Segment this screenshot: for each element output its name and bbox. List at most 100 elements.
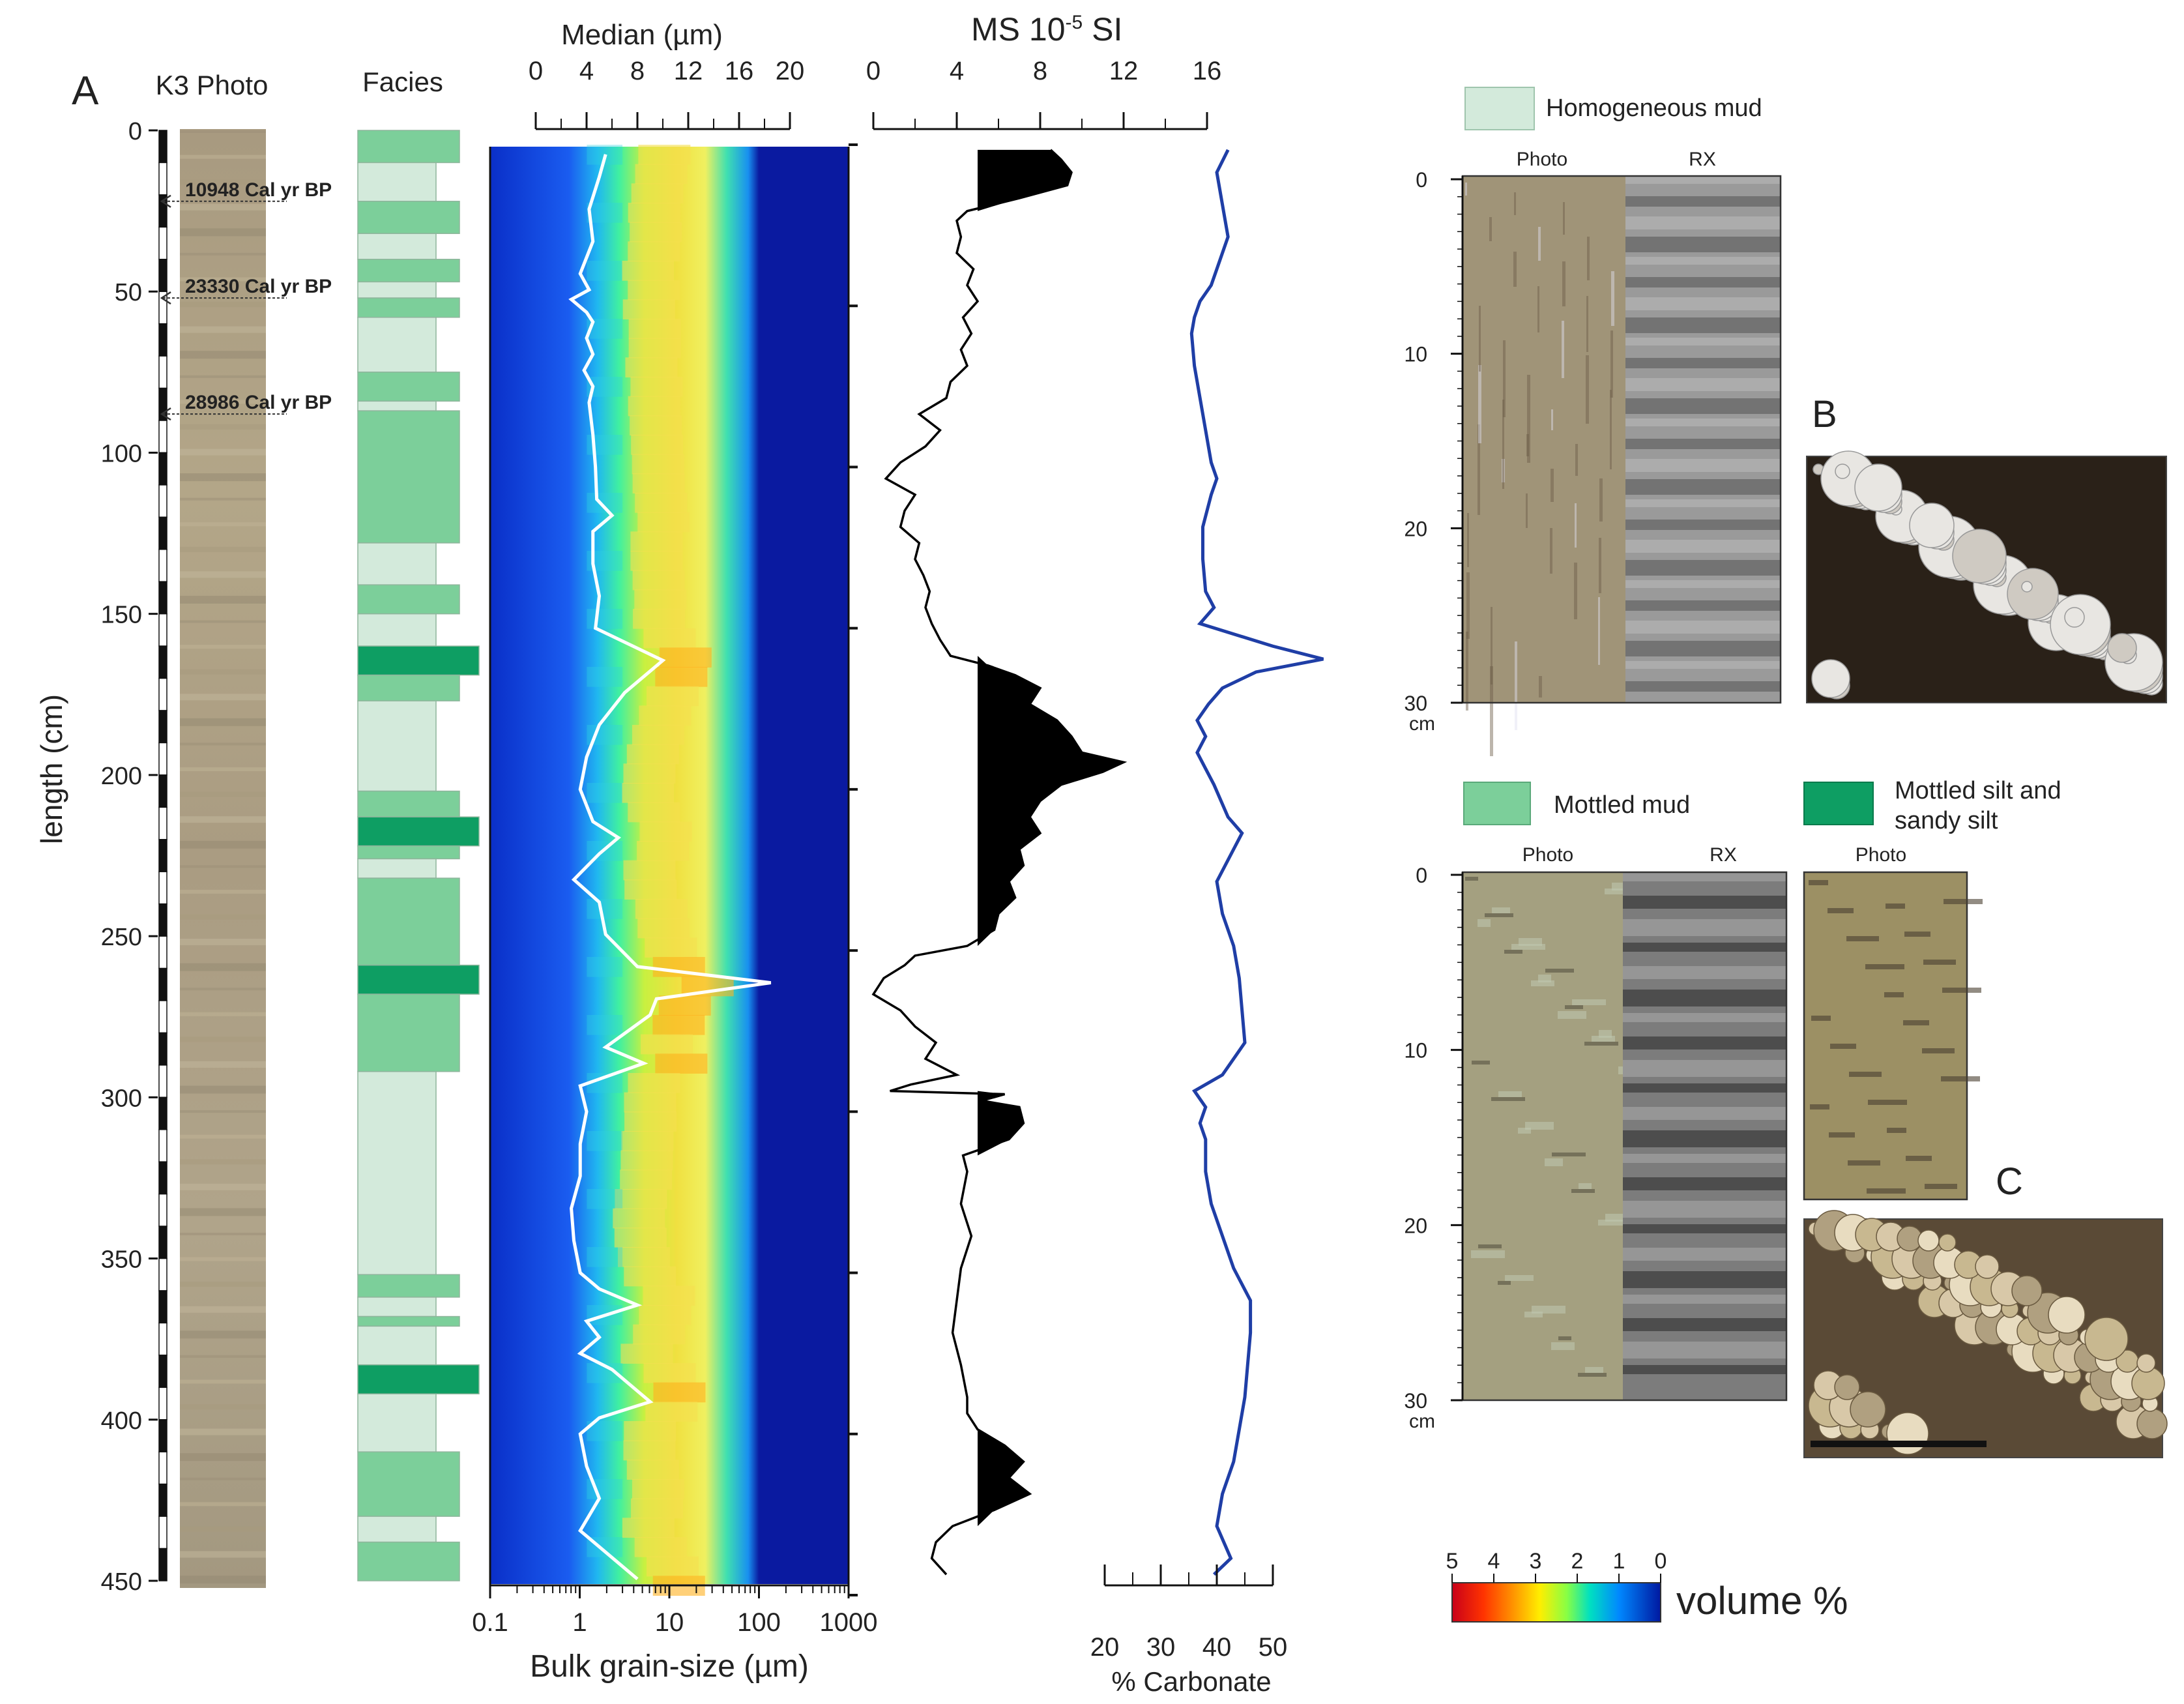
photo-streak [1830,1044,1856,1049]
facies-homogeneous [357,1516,437,1543]
photo-band [180,767,266,772]
heatmap-peak-cell [623,860,676,881]
core-tick-label: 20 [1404,1214,1427,1237]
depth-scale-bar [158,130,167,1581]
depth-tick-label: 150 [101,602,142,629]
carbonate-tick-label: 20 [1090,1633,1120,1662]
photo-streak [1498,1281,1511,1285]
facies-homogeneous [357,233,437,260]
rx-band [1625,419,1781,426]
grain-tick-label: 1000 [820,1608,878,1637]
rx-band [1623,1342,1786,1359]
grain-tick-label: 1 [572,1608,587,1637]
heatmap-peak-cell [655,667,708,687]
carbonate-axis-title: % Carbonate [1111,1666,1271,1697]
legend-label-mottled: Mottled mud [1554,791,1690,819]
heatmap-peak-cell [637,841,690,861]
rx-band [1623,896,1786,909]
shell-icon [2048,1296,2086,1334]
photo-streak [1944,899,1983,904]
heatmap-peak-cell [621,1131,674,1151]
depth-tick-label: 400 [101,1407,142,1435]
photo-band [180,988,266,991]
heatmap-peak-cell [639,1305,692,1325]
photo-streak [1598,1220,1627,1226]
carbonate-tick-label: 50 [1259,1633,1288,1662]
heatmap-peak-cell [659,647,712,668]
rx-band [1625,580,1781,588]
photo-band [180,1061,266,1068]
rx-band [1623,1248,1786,1261]
heatmap-peak-cell [632,1479,684,1499]
heatmap-shoulder-cell [587,1189,623,1209]
photo-streak [1467,513,1469,567]
photo-band [180,1257,266,1261]
depth-tick-labels: 0 50 100 150 200 250 300 350 400 450 [101,118,158,1596]
median-tick-label: 20 [776,57,805,85]
photo-streak [1502,459,1505,482]
rx-band [1625,560,1781,576]
rx-band [1625,317,1781,333]
heatmap-peak-cell [631,435,684,455]
scale-bar-segment [158,130,167,164]
rx-band [1625,499,1781,507]
ms-axis-ticks: 0 4 8 12 16 [866,57,1221,129]
photo-band [180,424,266,430]
heatmap-peak-cell [628,203,680,223]
facies-silt [357,964,480,995]
shell-icon [1917,1229,1940,1252]
photo-streak [1922,1048,1955,1053]
facies-mottled [357,790,460,817]
shell-icon [1854,463,1902,512]
facies-mottled [357,297,460,318]
photo-streak [1551,1342,1575,1350]
rx-band [1625,520,1781,530]
facies-homogeneous [357,858,437,879]
photo-band [180,1134,266,1139]
heatmap-peak-cell [639,821,692,842]
shell-icon [2064,607,2085,628]
core-bottom-photo2-streaks [1809,880,1983,1194]
heatmap-peak-cell [624,1421,677,1441]
scale-bar-segment [158,1290,167,1324]
core-tick-label: 20 [1404,517,1427,540]
scale-bar-segment [158,516,167,550]
photo-band [180,1208,266,1216]
facies-column [357,130,480,1581]
shell-icon [1886,1412,1929,1455]
heatmap-peak-cell [630,377,683,397]
photo-band [180,1282,266,1287]
photo-streak [1579,1183,1592,1189]
heatmap-peak-cell [658,995,711,1016]
facies-homogeneous [357,400,437,411]
heatmap-peak-cell [622,261,675,281]
depth-tick-label: 250 [101,924,142,951]
photo-streak [1545,969,1574,973]
photo-streak [1563,202,1565,235]
photo-streak [1611,271,1614,326]
rx-band [1625,398,1781,414]
rx-band [1623,966,1786,979]
heatmap-rows [587,145,734,1596]
rx-band [1623,1365,1786,1374]
facies-mottled [357,201,460,234]
colorbar-tick-label: 2 [1571,1549,1584,1574]
photo-band [180,1502,266,1506]
core-top-rx-bands [1625,176,1781,692]
photo-band [180,645,266,649]
photo-streak [1465,877,1478,881]
heatmap-depth-ticks [849,143,858,1596]
photo-streak [1903,1020,1929,1025]
heatmap-peak-cell [638,145,691,165]
legend-label-silt-line2: sandy silt [1895,807,1998,834]
photo-band [180,1110,266,1113]
core-bottom-photo [1463,872,1623,1400]
depth-axis-label: length (cm) [35,694,68,844]
photo-band [180,620,266,623]
heatmap-peak-cell [635,899,688,919]
heatmap-peak-cell [633,1324,686,1345]
photo-streak [1515,641,1517,730]
colorbar-tick-label: 5 [1446,1549,1459,1574]
photo-streak [1575,444,1578,476]
heatmap-peak-cell [634,589,687,610]
